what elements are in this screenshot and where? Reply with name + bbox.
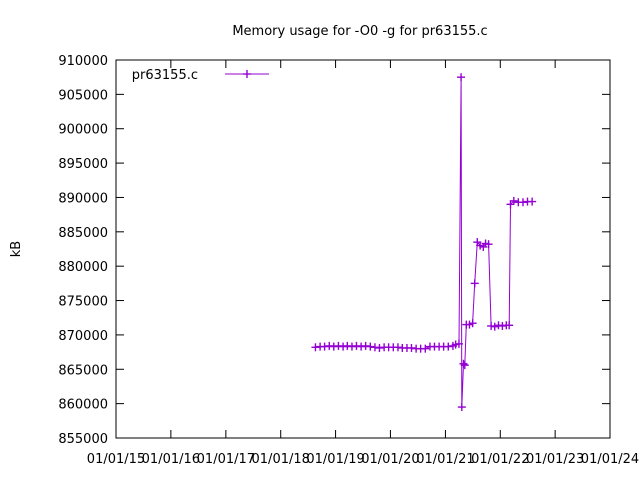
data-point [509, 196, 518, 205]
x-tick-label: 01/01/23 [526, 452, 584, 467]
data-point [505, 321, 514, 330]
legend: pr63155.c [132, 68, 269, 83]
data-point [468, 319, 477, 328]
y-tick-label: 865000 [58, 363, 108, 378]
x-tick-label: 01/01/19 [306, 452, 364, 467]
y-tick-label: 855000 [58, 432, 108, 447]
x-tick-label: 01/01/18 [252, 452, 310, 467]
data-point [454, 339, 463, 348]
data-point [490, 322, 499, 331]
x-tick-label: 01/01/17 [197, 452, 255, 467]
y-tick-label: 885000 [58, 226, 108, 241]
y-tick-label: 910000 [58, 54, 108, 69]
data-point [470, 279, 479, 288]
y-axis: 855000 860000 865000 870000 875000 880000 8850… [58, 54, 610, 447]
x-tick-label: 01/01/16 [142, 452, 200, 467]
data-point [459, 359, 468, 368]
data-point [528, 197, 537, 206]
data-point [421, 344, 430, 353]
y-tick-label: 870000 [58, 329, 108, 344]
y-tick-label: 880000 [58, 260, 108, 275]
x-tick-label: 01/01/20 [361, 452, 419, 467]
y-axis-label: kB [9, 241, 24, 257]
plot-frame [115, 59, 611, 439]
chart-title: Memory usage for -O0 -g for pr63155.c [232, 24, 487, 39]
y-tick-label: 900000 [58, 123, 108, 138]
legend-marker-plus [243, 70, 251, 78]
x-tick-label: 01/01/21 [416, 452, 474, 467]
data-point [457, 73, 466, 82]
x-axis: 01/01/1501/01/1601/01/1701/01/1801/01/19… [87, 60, 639, 467]
x-tick-label: 01/01/24 [581, 452, 639, 467]
y-tick-label: 895000 [58, 157, 108, 172]
x-tick-label: 01/01/15 [87, 452, 145, 467]
data-point [484, 240, 493, 249]
y-tick-label: 890000 [58, 191, 108, 206]
series-layer [311, 73, 537, 412]
y-tick-label: 875000 [58, 295, 108, 310]
y-tick-label: 860000 [58, 398, 108, 413]
data-point [460, 361, 469, 370]
y-tick-label: 905000 [58, 88, 108, 103]
legend-marker [243, 70, 251, 78]
x-tick-label: 01/01/22 [471, 452, 529, 467]
legend-label: pr63155.c [132, 68, 198, 83]
series-line [315, 77, 533, 408]
data-point [457, 403, 466, 412]
